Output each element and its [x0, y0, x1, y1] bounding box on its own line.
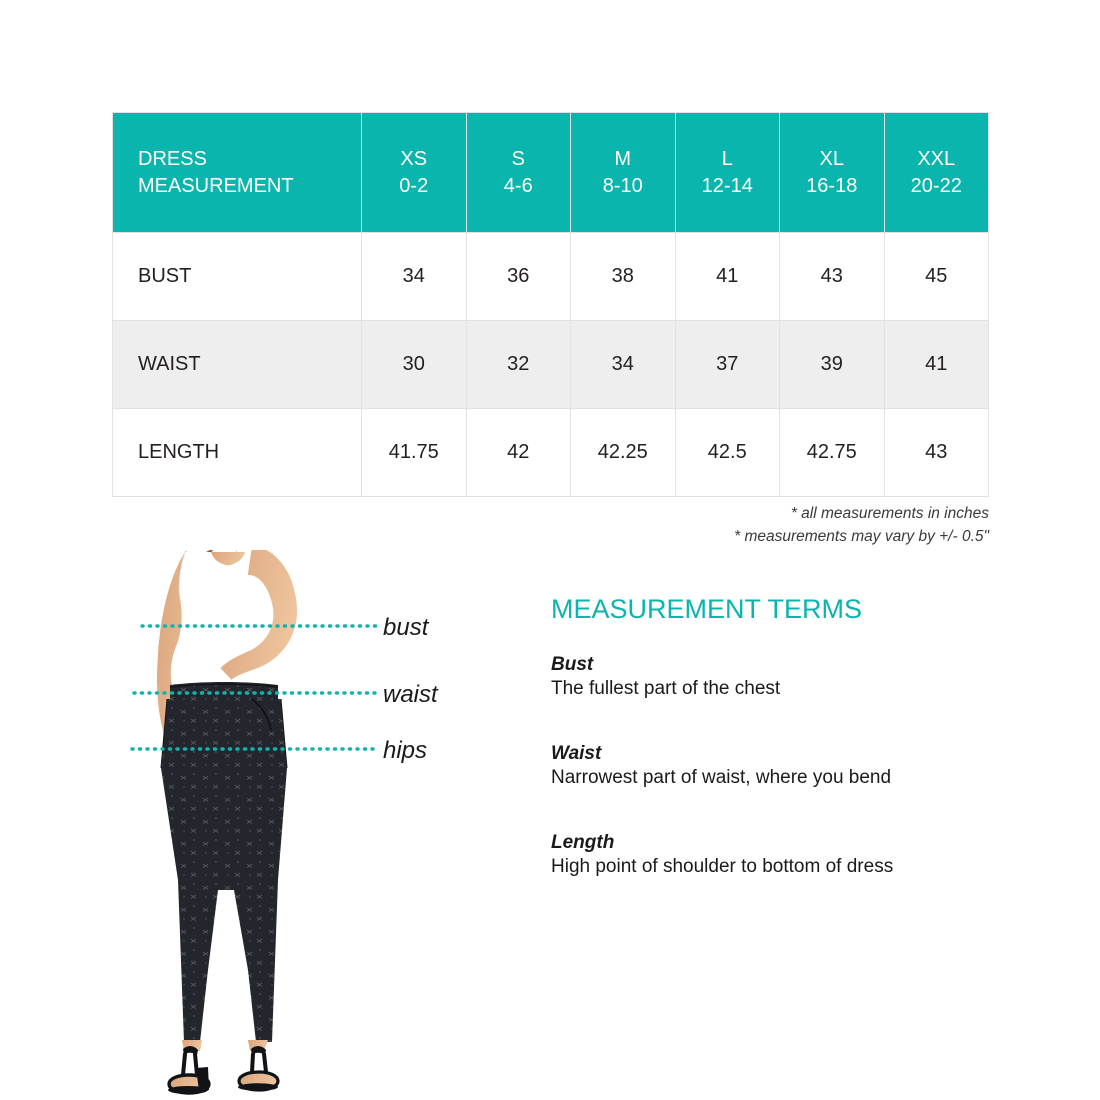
svg-text:bust: bust [383, 614, 430, 641]
svg-text:waist: waist [383, 681, 439, 708]
svg-text:hips: hips [383, 737, 427, 764]
